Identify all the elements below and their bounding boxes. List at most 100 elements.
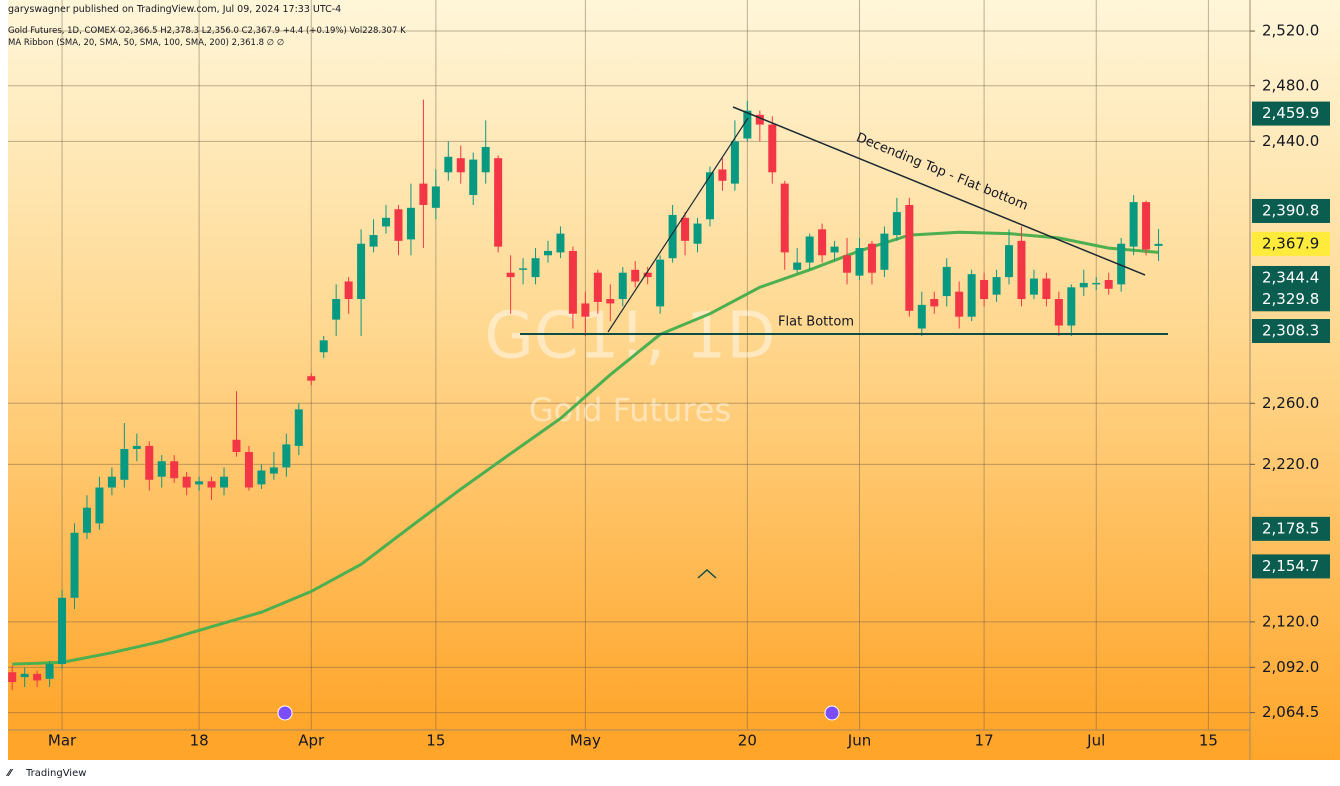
candle-body (394, 209, 403, 241)
candle-body (606, 299, 615, 304)
candle-body (942, 266, 951, 297)
price-badge (1252, 101, 1330, 126)
candle-body (120, 448, 129, 480)
watermark-subtitle: Gold Futures (529, 391, 731, 429)
candle-body (730, 141, 739, 184)
price-badge-label: 2,344.4 (1262, 268, 1319, 286)
candle-body (1054, 299, 1063, 326)
price-badge (1252, 516, 1330, 541)
candle-body (344, 281, 353, 300)
x-tick-label: Jun (847, 732, 871, 750)
price-badge-label: 2,178.5 (1262, 519, 1319, 537)
candle-body (244, 452, 253, 488)
event-icon[interactable] (277, 705, 293, 721)
candle-body (793, 262, 802, 270)
candle-body (1142, 202, 1151, 250)
candle-body (581, 303, 590, 317)
candle-body (82, 507, 91, 533)
trend-line (732, 106, 1146, 276)
footer-brand: TradingView (25, 768, 86, 779)
event-icon[interactable] (824, 705, 840, 721)
candle-body (805, 236, 814, 263)
trend-line (607, 117, 749, 333)
candle-body (1005, 245, 1014, 278)
candle-body (195, 481, 204, 485)
candle-body (1029, 278, 1038, 295)
candle-body (705, 172, 714, 220)
candle-body (519, 268, 528, 270)
candle-body (593, 272, 602, 302)
y-tick-label: 2,092.0 (1262, 658, 1319, 676)
candle-body (830, 246, 839, 253)
candle-body (1104, 280, 1113, 289)
candle-body (1067, 287, 1076, 326)
candle-body (618, 272, 627, 300)
candle-body (543, 250, 552, 256)
y-tick-label: 2,440.0 (1262, 132, 1319, 150)
candle-body (319, 340, 328, 353)
candle-body (718, 169, 727, 181)
candle-body (207, 481, 216, 488)
price-axis-bg (1250, 0, 1340, 760)
price-badge-label: 2,329.8 (1262, 290, 1319, 308)
candle-body (992, 277, 1001, 295)
y-tick-label: 2,064.5 (1262, 703, 1319, 721)
candle-body (980, 280, 989, 300)
candle-body (494, 158, 503, 247)
candle-body (469, 159, 478, 195)
candle-body (818, 229, 827, 256)
candle-body (531, 258, 540, 278)
logo: ⁄⁄ (6, 768, 14, 779)
price-badge (1252, 287, 1330, 312)
candle-body (681, 217, 690, 241)
x-tick-label: Jul (1086, 732, 1105, 750)
candle-body (556, 233, 565, 253)
candle-body (107, 476, 116, 488)
candle-body (45, 664, 54, 679)
x-tick-label: May (570, 732, 601, 750)
candle-body (8, 672, 17, 683)
price-badge-label: 2,308.3 (1262, 322, 1319, 340)
candle-body (905, 204, 914, 311)
candle-body (1092, 282, 1101, 285)
candle-body (257, 470, 266, 485)
candle-body (170, 461, 179, 479)
candle-body (693, 223, 702, 244)
candles (8, 99, 1163, 691)
candle-body (431, 186, 440, 208)
y-tick-label: 2,480.0 (1262, 76, 1319, 94)
candle-body (506, 272, 515, 278)
price-badge-label: 2,390.8 (1262, 201, 1319, 219)
candle-body (419, 183, 428, 205)
x-tick-label: 17 (975, 732, 994, 750)
candle-body (481, 146, 490, 173)
x-tick-label: 15 (426, 732, 445, 750)
y-tick-label: 2,120.0 (1262, 612, 1319, 630)
candle-body (282, 444, 291, 468)
candle-body (668, 214, 677, 259)
time-axis-bg (8, 730, 1250, 760)
candle-body (643, 272, 652, 278)
x-tick-label: 20 (738, 732, 757, 750)
watermark: GC1!, 1D (484, 300, 775, 374)
candle-body (1117, 243, 1126, 285)
moving-average-line (12, 230, 1159, 666)
legend-symbol: Gold Futures, 1D, COMEX O2,366.5 H2,378.… (8, 26, 406, 36)
x-tick-label: 18 (190, 732, 209, 750)
candle-body (95, 487, 104, 524)
x-tick-label: 15 (1199, 732, 1218, 750)
grid (8, 0, 1250, 730)
candle-body (20, 673, 29, 678)
candle-body (917, 304, 926, 329)
candle-body (307, 376, 316, 381)
candle-body (382, 217, 391, 227)
candle-body (1154, 243, 1163, 246)
candle-body (867, 243, 876, 273)
candle-body (33, 673, 42, 681)
candle-body (332, 299, 341, 320)
annotation: Flat Bottom (778, 315, 854, 330)
legend-ma: MA Ribbon (SMA, 20, SMA, 50, SMA, 100, S… (8, 38, 285, 48)
candle-body (232, 439, 241, 453)
candle-body (157, 461, 166, 477)
